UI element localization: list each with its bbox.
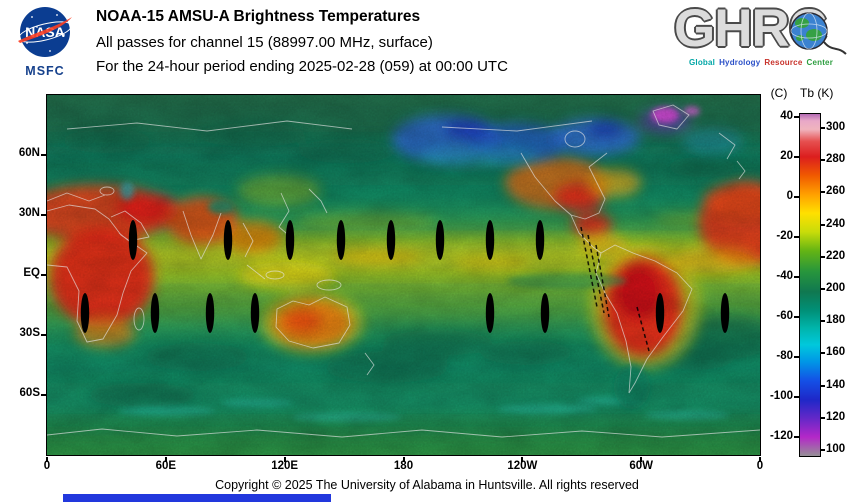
map-panel (46, 94, 761, 456)
lat-tick-label: 60N (18, 147, 40, 159)
colorbar-kelvin-tick: 120 (826, 410, 846, 423)
colorbar-kelvin-tick: 160 (826, 346, 846, 359)
lon-tick-label: 0 (756, 460, 764, 472)
ghrc-tagline-word: Resource (764, 58, 803, 67)
colorbar-kelvin-tick: 280 (826, 153, 846, 166)
period-line: For the 24-hour period ending 2025-02-28… (96, 58, 508, 75)
lat-tick-label: 60S (19, 386, 40, 399)
colorbar-kelvin-tick: 100 (826, 443, 846, 455)
colorbar-kelvin-tick: 180 (826, 314, 846, 327)
lat-tick-label: 30N (18, 206, 40, 219)
nasa-logo: NASA MSFC (12, 5, 78, 78)
lat-tick-label: 30S (19, 327, 40, 339)
lon-tick-mark (164, 457, 167, 462)
title-block: NOAA-15 AMSU-A Brightness Temperatures A… (96, 8, 508, 82)
ghrc-tagline-word: Hydrology (719, 58, 761, 67)
colorbar-unit-kelvin: Tb (K) (800, 86, 834, 100)
lat-tick-label: EQ (23, 267, 40, 279)
colorbar-kelvin-tick: 240 (826, 217, 846, 230)
lon-tick-mark (46, 457, 48, 462)
bottom-bar (63, 494, 331, 502)
lon-tick-label: 0 (43, 460, 51, 472)
data-gap-lenses (80, 220, 730, 333)
lon-tick-label: 120E (271, 460, 299, 472)
grain-texture (47, 95, 760, 455)
lon-tick-mark (640, 457, 643, 462)
ghrc-tagline: Global Hydrology Resource Center (672, 58, 850, 67)
colorbar-kelvin-tick: 260 (826, 185, 846, 198)
ghrc-acronym: GHRC (672, 0, 850, 60)
lon-tick-mark (283, 457, 286, 462)
nasa-meatball-icon: NASA (18, 7, 72, 57)
copyright-text: Copyright © 2025 The University of Alaba… (215, 478, 639, 492)
colorbar-kelvin-tick: 200 (826, 282, 846, 294)
lon-tick-label: 180 (393, 460, 414, 472)
ghrc-tagline-word: Center (806, 58, 834, 67)
ghrc-tagline-word: Global (688, 58, 716, 67)
colorbar (799, 113, 821, 457)
lon-tick-mark (521, 457, 524, 462)
lon-tick-label: 60W (629, 460, 653, 472)
lon-tick-mark (759, 457, 761, 462)
lon-tick-label: 120W (507, 460, 538, 472)
mouse-cable-icon (823, 41, 847, 55)
lon-tick-label: 60E (155, 460, 177, 472)
lon-tick-mark (402, 457, 405, 462)
scan-gap-streaks (580, 226, 650, 352)
colorbar-kelvin-tick: 300 (826, 121, 846, 133)
page-subtitle: All passes for channel 15 (88997.00 MHz,… (96, 34, 433, 51)
colorbar-unit-celsius: (C) (770, 86, 788, 100)
colorbar-kelvin-tick: 140 (826, 378, 846, 391)
temperature-map (47, 95, 760, 455)
msfc-label: MSFC (25, 64, 65, 78)
page-title: NOAA-15 AMSU-A Brightness Temperatures (96, 8, 421, 25)
colorbar-kelvin-tick: 220 (826, 249, 846, 262)
globe-icon (790, 12, 847, 55)
